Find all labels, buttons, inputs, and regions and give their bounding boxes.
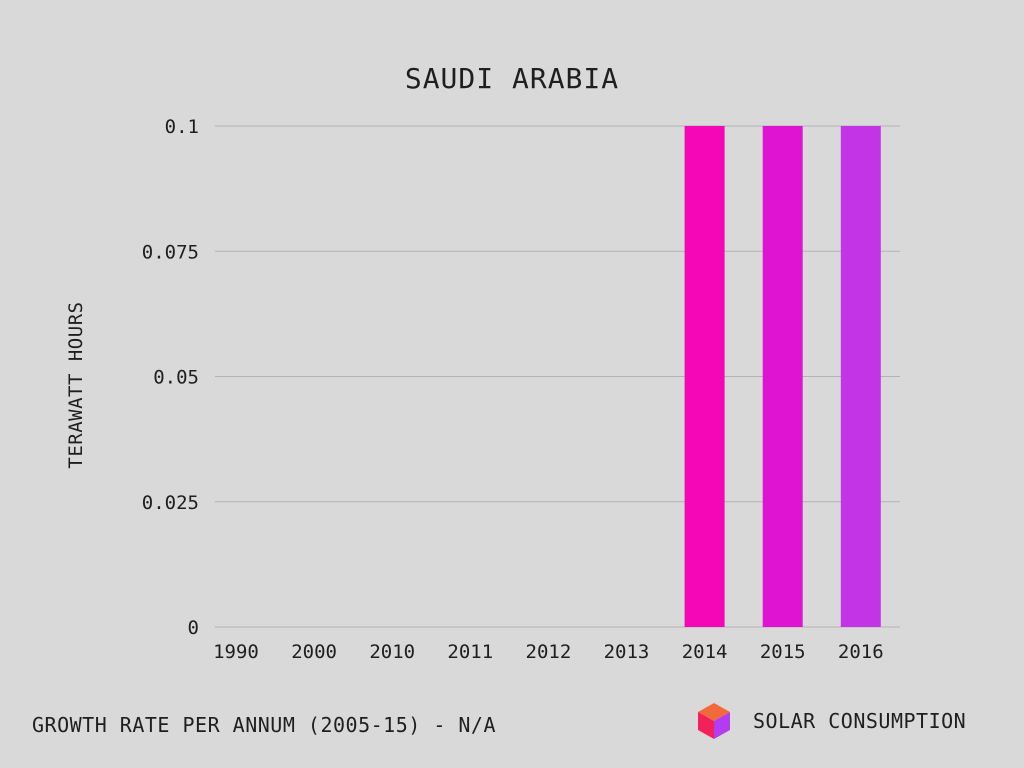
cube-left-face xyxy=(698,712,714,739)
y-axis-label: TERAWATT HOURS xyxy=(65,301,87,468)
x-tick-label: 2016 xyxy=(838,641,884,663)
y-axis-ticks: 0 0.025 0.05 0.075 0.1 xyxy=(142,116,199,639)
x-tick-label: 1990 xyxy=(213,641,259,663)
bar-2015 xyxy=(762,126,803,627)
y-tick-label: 0.05 xyxy=(153,367,199,389)
x-tick-label: 2000 xyxy=(291,641,337,663)
brand-label: SOLAR CONSUMPTION xyxy=(753,709,967,733)
chart-title: SAUDI ARABIA xyxy=(405,62,619,95)
x-tick-label: 2015 xyxy=(760,641,806,663)
cube-right-face xyxy=(714,712,730,739)
x-axis-ticks: 1990 2000 2010 2011 2012 2013 2014 2015 2016 xyxy=(213,641,884,663)
y-tick-label: 0 xyxy=(188,617,199,639)
bar-2016 xyxy=(840,126,881,627)
bar-chart: SAUDI ARABIA TERAWATT HOURS 0 0.025 0.05 0.… xyxy=(65,62,900,663)
y-tick-label: 0.075 xyxy=(142,241,199,263)
bar-2014 xyxy=(684,126,725,627)
x-tick-label: 2010 xyxy=(369,641,415,663)
brand: SOLAR CONSUMPTION xyxy=(697,702,966,740)
y-tick-label: 0.025 xyxy=(142,492,199,514)
y-tick-label: 0.1 xyxy=(165,116,199,138)
x-tick-label: 2014 xyxy=(682,641,728,663)
x-tick-label: 2013 xyxy=(604,641,650,663)
cube-icon xyxy=(698,703,730,739)
x-tick-label: 2011 xyxy=(447,641,493,663)
bars xyxy=(684,126,881,627)
x-tick-label: 2012 xyxy=(526,641,572,663)
growth-rate-note: GROWTH RATE PER ANNUM (2005-15) - N/A xyxy=(32,713,497,737)
